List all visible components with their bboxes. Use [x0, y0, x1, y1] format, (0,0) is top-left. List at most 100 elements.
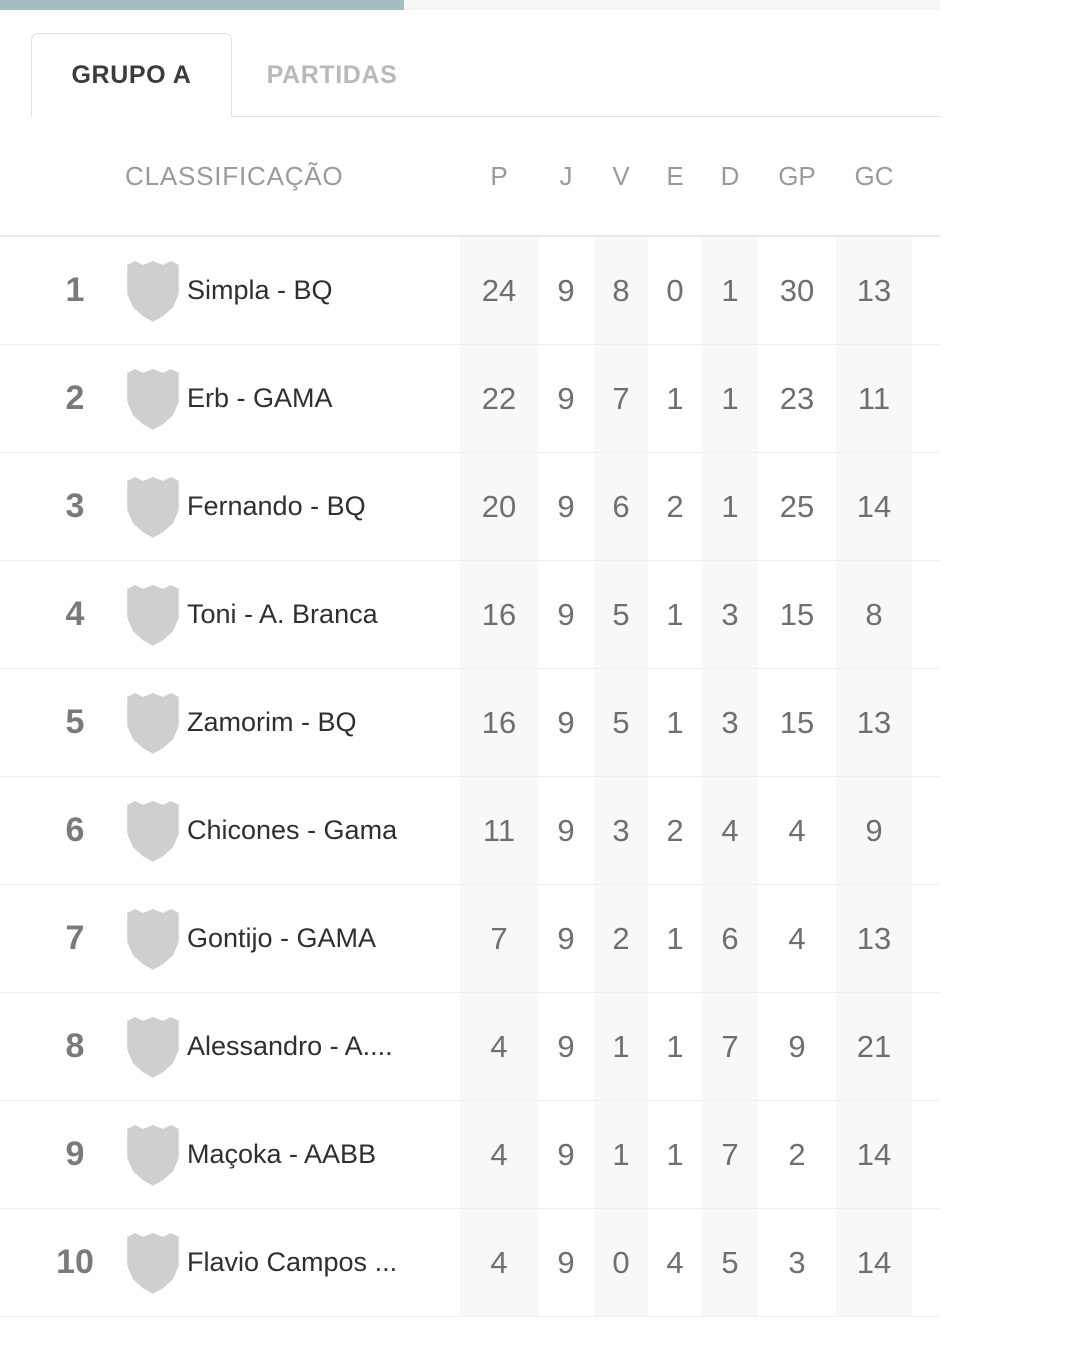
table-row[interactable]: 5 Zamorim - BQ 16 9 5 1 3 15 13: [0, 669, 940, 777]
stat-cell: 3: [721, 596, 739, 632]
stat-cell: 4: [490, 1244, 508, 1280]
column-stripe: [702, 345, 758, 452]
stat-cell: 2: [666, 812, 684, 848]
stat-cell: 1: [666, 1136, 684, 1172]
column-header-e[interactable]: E: [666, 160, 684, 191]
stat-cell: 9: [865, 812, 883, 848]
column-stripe: [836, 237, 912, 344]
shield-icon: [127, 909, 179, 970]
club-name: Alessandro - A....: [187, 1031, 393, 1061]
shield-icon: [127, 801, 179, 862]
stat-cell: 2: [612, 920, 630, 956]
table-row[interactable]: 4 Toni - A. Branca 16 9 5 1 3 15 8: [0, 561, 940, 669]
stat-cell: 1: [666, 1028, 684, 1064]
column-stripe: [460, 561, 538, 668]
table-row[interactable]: 2 Erb - GAMA 22 9 7 1 1 23 11: [0, 345, 940, 453]
club-cell[interactable]: Chicones - Gama: [125, 777, 455, 884]
column-stripe: [836, 885, 912, 992]
club-cell[interactable]: Flavio Campos ...: [125, 1209, 455, 1316]
shield-icon: [127, 693, 179, 754]
shield-icon: [127, 1233, 179, 1294]
column-stripe: [594, 777, 648, 884]
table-row[interactable]: 9 Maçoka - AABB 4 9 11 7 2 14-: [0, 1101, 940, 1209]
stat-cell: -: [912, 993, 940, 1100]
stat-cell: 3: [788, 1244, 806, 1280]
stat-cell: 5: [612, 596, 630, 632]
stat-cell: [912, 237, 940, 344]
column-stripe: [836, 453, 912, 560]
shield-icon: [127, 261, 179, 322]
tab-partidas[interactable]: PARTIDAS: [232, 33, 432, 117]
column-stripe: [702, 885, 758, 992]
column-stripe: [594, 561, 648, 668]
column-stripe: [702, 669, 758, 776]
table-row[interactable]: 3 Fernando - BQ 20 9 6 2 1 25 14: [0, 453, 940, 561]
column-header-gc[interactable]: GC: [854, 160, 894, 191]
stat-cell: 9: [557, 1244, 575, 1280]
rank-number: 2: [65, 379, 85, 417]
column-stripe: [594, 885, 648, 992]
progress-bar-track: [0, 0, 940, 10]
column-stripe: [460, 1209, 538, 1316]
column-stripe: [836, 1209, 912, 1316]
column-stripe: [836, 777, 912, 884]
stat-cell: 23: [779, 380, 815, 416]
column-header-gp[interactable]: GP: [778, 160, 816, 191]
shield-icon: [127, 1125, 179, 1186]
stat-cell: 1: [612, 1136, 630, 1172]
stat-cell: [912, 777, 940, 884]
club-name: Fernando - BQ: [187, 491, 366, 521]
stat-cell: [912, 669, 940, 776]
tab-bar: GRUPO A PARTIDAS: [0, 33, 940, 117]
club-cell[interactable]: Toni - A. Branca: [125, 561, 455, 668]
stat-cell: 2: [788, 1136, 806, 1172]
club-cell[interactable]: Fernando - BQ: [125, 453, 455, 560]
column-stripe: [460, 669, 538, 776]
club-cell[interactable]: Alessandro - A....: [125, 993, 455, 1100]
column-stripe: [836, 345, 912, 452]
column-stripe: [460, 453, 538, 560]
club-cell[interactable]: Zamorim - BQ: [125, 669, 455, 776]
stat-cell: 5: [612, 704, 630, 740]
column-stripe: [460, 993, 538, 1100]
progress-bar-fill: [0, 0, 405, 10]
column-header-d[interactable]: D: [720, 160, 740, 191]
club-name: Simpla - BQ: [187, 275, 333, 305]
club-name: Erb - GAMA: [187, 383, 333, 413]
stat-cell: 21: [856, 1028, 892, 1064]
stat-cell: 16: [481, 596, 517, 632]
stat-cell: 4: [666, 1244, 684, 1280]
stat-cell: 1: [666, 920, 684, 956]
stat-cell: 9: [557, 596, 575, 632]
tab-grupo-a[interactable]: GRUPO A: [31, 33, 232, 117]
stat-cell: [912, 453, 940, 560]
rank-number: 7: [65, 919, 85, 957]
column-stripe: [460, 237, 538, 344]
club-cell[interactable]: Gontijo - GAMA: [125, 885, 455, 992]
club-cell[interactable]: Maçoka - AABB: [125, 1101, 455, 1208]
rank-number: 1: [65, 271, 85, 309]
column-header-v[interactable]: V: [612, 160, 630, 191]
club-cell[interactable]: Erb - GAMA: [125, 345, 455, 452]
stat-cell: 13: [856, 920, 892, 956]
stat-cell: 8: [612, 272, 630, 308]
table-row[interactable]: 8 Alessandro - A.... 4 9 11 7 9 21-: [0, 993, 940, 1101]
column-stripe: [594, 453, 648, 560]
column-stripe: [836, 561, 912, 668]
column-header-j[interactable]: J: [559, 160, 573, 191]
table-row[interactable]: 7 Gontijo - GAMA 7 9 2 1 6 4 13: [0, 885, 940, 993]
column-stripe: [702, 453, 758, 560]
stat-cell: [912, 885, 940, 992]
club-cell[interactable]: Simpla - BQ: [125, 237, 455, 344]
column-header-s[interactable]: S: [912, 117, 940, 235]
column-stripe: [594, 669, 648, 776]
stat-cell: 13: [856, 272, 892, 308]
column-stripe: [594, 237, 648, 344]
table-row[interactable]: 6 Chicones - Gama 11 9 3 2 4 4 9: [0, 777, 940, 885]
stat-cell: 9: [557, 1028, 575, 1064]
stat-cell: 14: [856, 1136, 892, 1172]
table-row[interactable]: 1 Simpla - BQ 24 9 8 0 1 30 13: [0, 237, 940, 345]
column-header-p[interactable]: P: [490, 160, 508, 191]
stat-cell: 24: [481, 272, 517, 308]
